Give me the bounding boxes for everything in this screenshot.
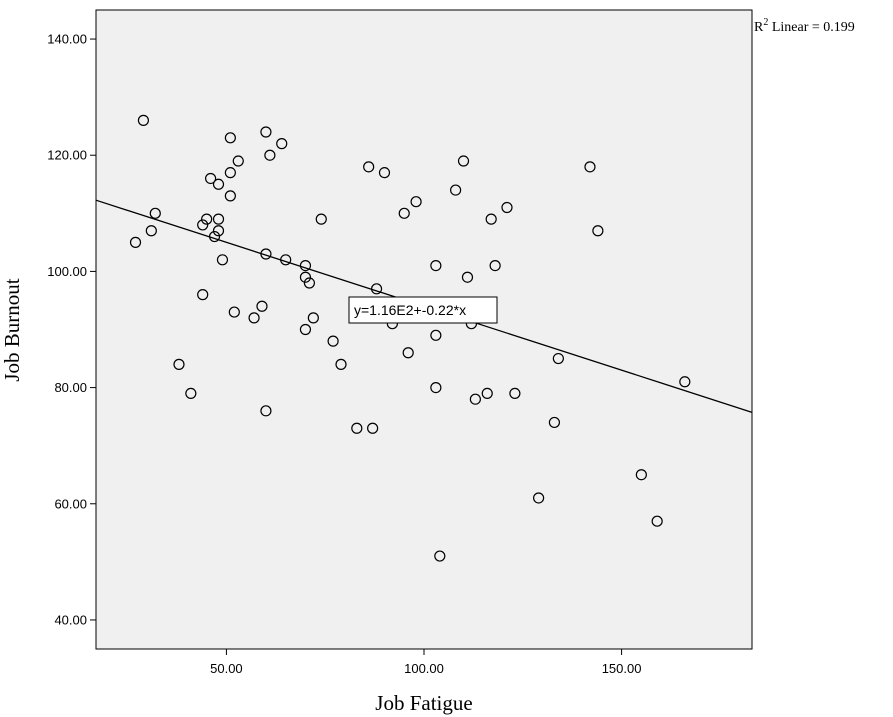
data-point	[402, 347, 414, 359]
r-squared-superscript: 2	[763, 17, 768, 28]
data-point	[363, 161, 375, 173]
data-point	[224, 190, 236, 202]
data-point	[430, 329, 442, 341]
data-point	[185, 387, 197, 399]
data-point	[224, 132, 236, 144]
regression-equation: y=1.16E2+-0.22*x	[354, 302, 466, 318]
r-squared-prefix: R	[754, 20, 764, 35]
data-point	[129, 236, 142, 248]
data-point	[248, 312, 260, 324]
y-tick-label: 60.00	[54, 496, 87, 511]
equation-box-frame	[348, 296, 498, 324]
data-point	[276, 138, 288, 150]
data-point	[197, 289, 209, 301]
data-point	[260, 405, 272, 417]
data-point	[303, 277, 315, 289]
y-axis: 40.00 60.00 80.00 100.00 120.00 140.00	[47, 32, 96, 627]
data-point	[430, 381, 442, 394]
data-point	[299, 260, 312, 272]
data-point	[137, 114, 150, 126]
r-squared-label: R2 Linear = 0.199	[754, 17, 855, 35]
data-point	[485, 213, 497, 225]
data-point	[533, 492, 545, 504]
data-point	[299, 271, 312, 283]
data-point	[145, 225, 157, 237]
y-tick-label: 80.00	[54, 380, 87, 395]
y-tick-label: 140.00	[47, 32, 87, 47]
data-point	[367, 422, 379, 434]
data-point	[307, 312, 319, 324]
data-point	[635, 469, 647, 481]
data-point	[651, 515, 663, 527]
data-point	[509, 387, 521, 399]
data-point	[398, 207, 410, 219]
data-point	[260, 126, 272, 138]
data-point	[224, 167, 236, 179]
data-point	[461, 271, 474, 283]
x-tick-label: 50.00	[210, 661, 243, 676]
data-point	[434, 550, 446, 562]
data-point	[315, 213, 327, 225]
data-point	[501, 201, 513, 214]
data-point	[264, 149, 276, 161]
data-point	[430, 260, 442, 272]
data-point	[256, 300, 268, 312]
data-point	[335, 358, 347, 370]
x-axis: 50.00 100.00 150.00	[210, 649, 641, 676]
x-tick-label: 150.00	[602, 661, 642, 676]
data-point	[173, 358, 185, 370]
r-squared-value: Linear = 0.199	[768, 20, 854, 35]
data-point	[232, 155, 244, 167]
data-point	[212, 213, 225, 225]
y-tick-label: 100.00	[47, 264, 87, 279]
data-point	[351, 422, 363, 434]
plot-area	[95, 9, 753, 650]
data-point	[489, 260, 501, 272]
data-point	[201, 213, 213, 225]
regression-equation-box: y=1.16E2+-0.22*x	[348, 296, 498, 324]
x-tick-label: 100.00	[404, 661, 444, 676]
data-point	[450, 184, 462, 196]
data-point	[228, 306, 240, 318]
data-point	[299, 323, 312, 336]
y-tick-label: 120.00	[47, 148, 87, 163]
y-tick-label: 40.00	[54, 612, 87, 627]
data-point	[679, 376, 691, 388]
data-point	[548, 416, 561, 429]
data-point	[327, 335, 339, 347]
data-point	[457, 155, 470, 167]
data-point	[481, 387, 493, 399]
data-point	[592, 225, 604, 237]
data-point	[552, 352, 564, 365]
y-axis-title: Job Burnout	[0, 278, 24, 381]
data-point	[469, 393, 481, 405]
data-points	[129, 114, 691, 562]
data-point	[216, 254, 229, 266]
data-point	[212, 178, 225, 190]
x-axis-title: Job Fatigue	[375, 691, 472, 715]
data-point	[205, 172, 217, 185]
data-point	[584, 161, 596, 173]
data-point	[197, 219, 209, 231]
data-point	[410, 196, 422, 208]
data-point	[212, 225, 225, 237]
data-point	[378, 167, 391, 179]
data-point	[149, 207, 161, 219]
